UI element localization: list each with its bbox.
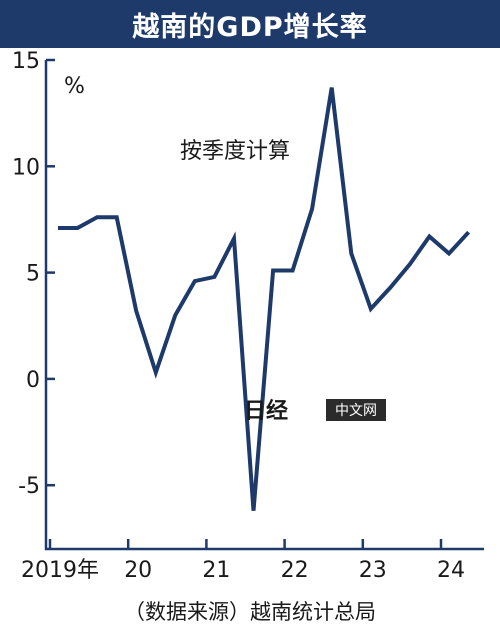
chart-title: 越南的GDP增长率 (0, 0, 500, 48)
axes (44, 60, 484, 551)
nikkei-watermark: 日经 中文网 (244, 398, 386, 424)
watermark-label: 中文网 (335, 403, 377, 419)
source-note: （数据来源）越南统计总局 (124, 600, 376, 624)
watermark-box (326, 399, 386, 421)
watermark-brand: 日经 (244, 398, 288, 424)
y-axis-ticks: 15 10 5 0 -5 (12, 49, 55, 499)
x-tick-label: 21 (202, 558, 230, 583)
axis-frame (44, 60, 484, 551)
x-tick-label: 24 (437, 558, 465, 583)
x-axis-ticks: 2019年 20 21 22 23 24 (21, 539, 465, 583)
x-tick-label: 2019年 (21, 558, 99, 583)
note-annotation: 按季度计算 (180, 139, 290, 164)
series-group (58, 87, 471, 511)
line-chart: 15 10 5 0 -5 2019年 20 21 22 23 24 % 按季度计算 日经 中文网 （… (12, 49, 484, 624)
annotations: % 按季度计算 (64, 74, 290, 164)
unit-label: % (64, 74, 85, 99)
x-tick-label: 23 (359, 558, 387, 583)
y-tick-label: 5 (26, 262, 40, 287)
y-tick-label: 15 (12, 49, 40, 74)
x-tick-label: 22 (281, 558, 309, 583)
x-tick-label: 20 (124, 558, 152, 583)
y-tick-label: 0 (26, 368, 40, 393)
y-tick-label: 10 (12, 155, 40, 180)
gdp-growth-line (58, 87, 471, 511)
y-tick-label: -5 (18, 474, 40, 499)
